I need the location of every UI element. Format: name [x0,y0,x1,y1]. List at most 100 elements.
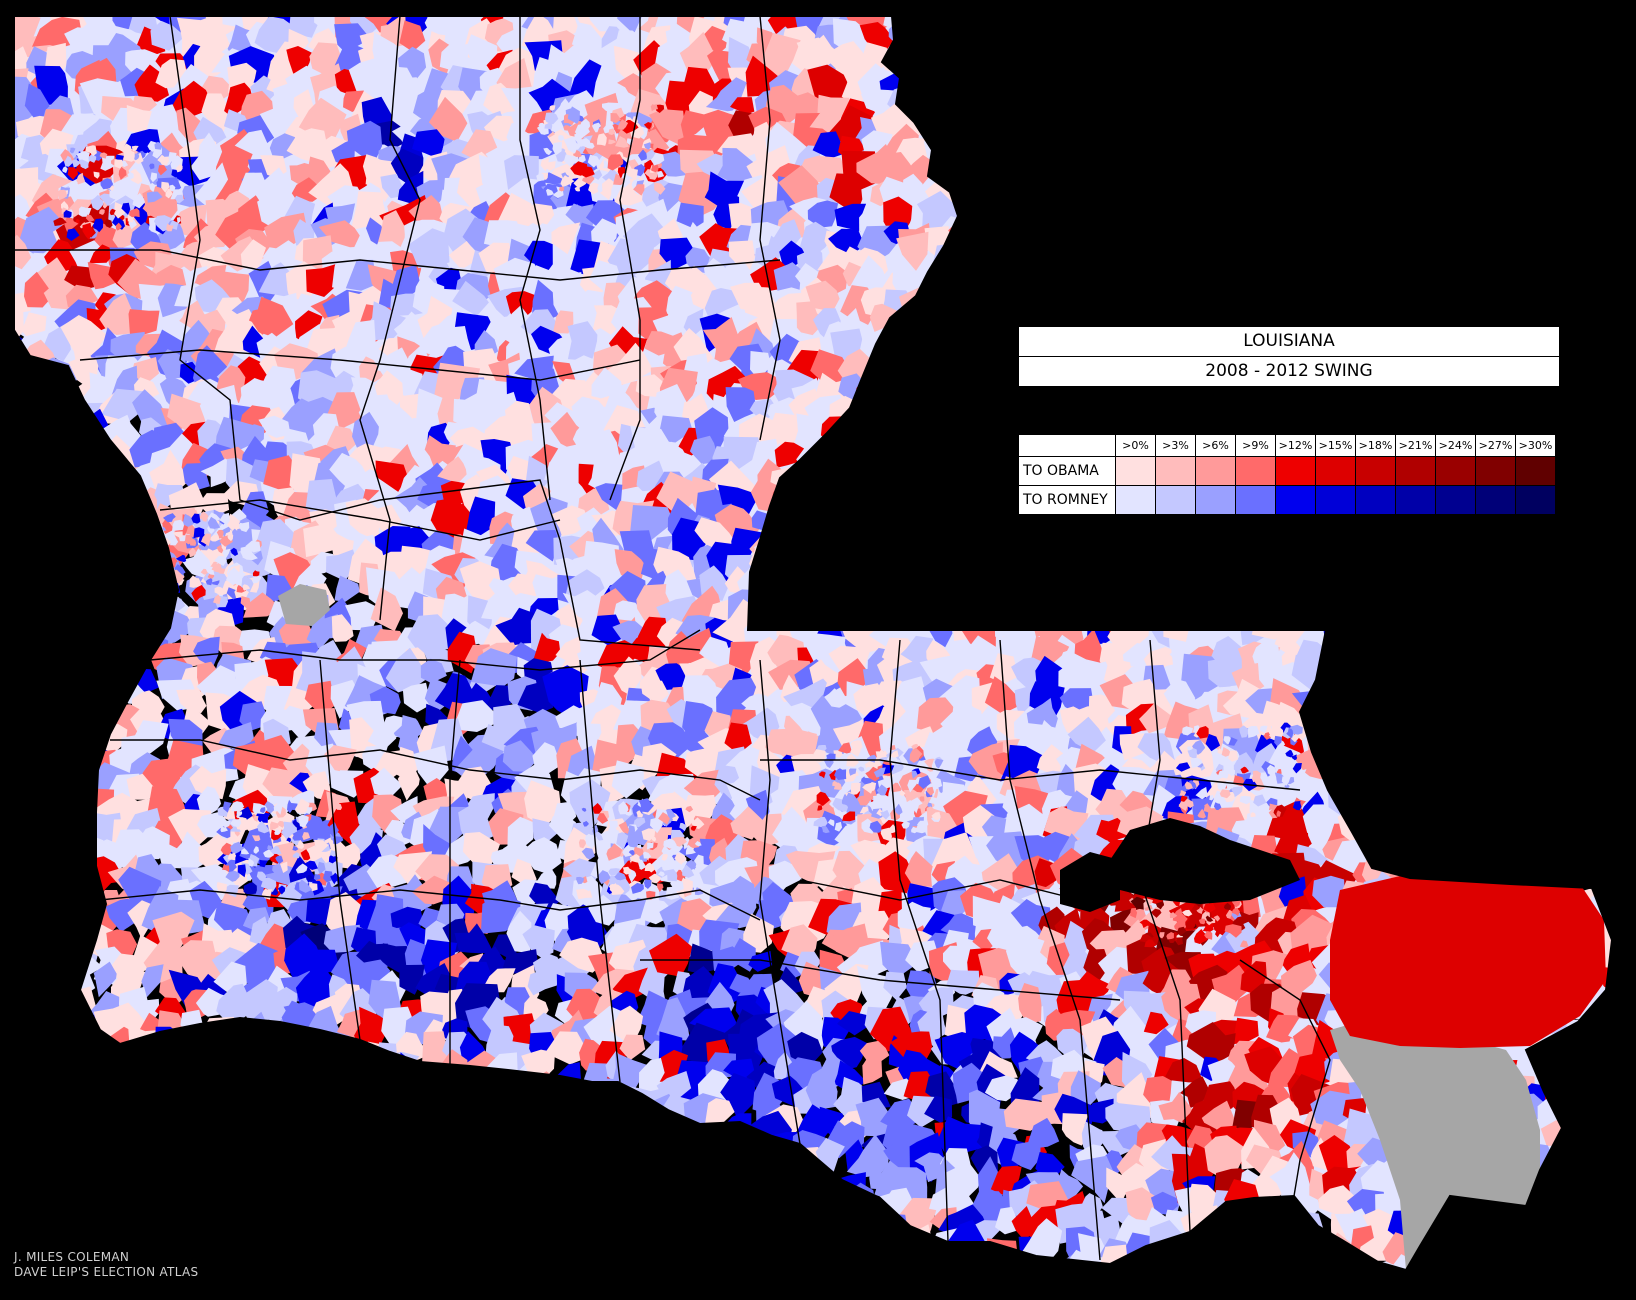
precinct [204,1166,235,1188]
precinct [1478,768,1509,798]
precinct [1217,129,1249,159]
precinct [14,46,38,91]
precinct [39,474,72,515]
precinct [1113,567,1152,609]
precinct [591,367,622,399]
precinct [1537,1198,1566,1226]
precinct [1059,177,1090,208]
precinct [1538,156,1571,187]
precinct [578,1181,617,1220]
precinct [941,565,982,606]
precinct [508,1153,536,1179]
precinct [115,600,146,622]
precinct [1259,1276,1281,1300]
precinct [242,1124,277,1163]
precinct [412,129,445,160]
precinct [1448,661,1486,699]
precinct [255,518,297,555]
precinct [1096,167,1134,207]
precinct [1526,797,1556,830]
precinct [40,1112,78,1152]
precinct [1439,788,1462,819]
precinct [1448,16,1478,23]
precinct [1542,22,1577,72]
precinct [127,1070,164,1106]
precinct [920,562,962,612]
precinct [868,1240,897,1268]
precinct [677,1203,716,1245]
precinct [1238,186,1266,214]
precinct [1412,640,1439,670]
precinct [1372,757,1421,803]
precinct [1294,118,1334,170]
precinct [150,1179,190,1225]
precinct [1491,16,1541,44]
precinct [1461,176,1490,211]
precinct [14,935,49,982]
precinct [1369,134,1398,172]
precinct [698,1193,740,1230]
precinct [53,902,81,932]
precinct [1498,733,1528,762]
precinct [1469,145,1503,188]
precinct [1461,219,1488,257]
precinct [301,1120,340,1160]
precinct [301,1101,347,1138]
precinct [1499,1252,1527,1270]
precinct [1454,405,1487,431]
precinct [1396,121,1439,164]
precinct [939,278,990,323]
precinct [781,552,830,590]
precinct [70,658,112,697]
precinct [99,1155,149,1199]
precinct [966,450,997,492]
precinct [774,441,808,468]
precinct [880,391,920,434]
precinct [437,456,468,486]
precinct [14,459,38,497]
precinct [656,1172,698,1205]
precinct [1401,192,1444,233]
precinct [1366,699,1403,746]
precinct [1539,295,1572,323]
precinct [362,1179,404,1224]
precinct [1337,564,1379,604]
precinct [1046,524,1089,560]
precinct [1367,660,1399,700]
precinct [852,511,889,536]
precinct [45,1283,70,1300]
precinct [1614,313,1636,354]
precinct [773,262,808,291]
precinct [1496,705,1539,750]
precinct [18,704,65,751]
precinct [145,575,158,590]
precinct [524,203,555,229]
precinct [903,437,935,468]
precinct [1413,279,1467,323]
precinct [45,810,74,850]
precinct [982,530,1021,565]
precinct [435,1216,469,1244]
precinct [442,1180,478,1217]
precinct [460,1168,499,1208]
precinct [1006,394,1053,432]
precinct [1317,55,1351,83]
precinct [1513,64,1544,96]
precinct [86,614,118,650]
precinct [128,16,158,35]
precinct [329,1137,360,1164]
precinct [215,416,257,450]
precinct [1609,796,1612,829]
precinct [60,315,107,363]
precinct [1453,1229,1474,1262]
precinct [1571,261,1598,289]
precinct [1580,68,1611,91]
precinct [1378,589,1415,634]
precinct [167,1193,216,1225]
precinct [1089,16,1136,50]
precinct [1036,530,1058,557]
precinct [1161,555,1194,593]
precinct [1144,159,1173,192]
precinct [1071,72,1108,102]
precinct [394,1072,424,1106]
